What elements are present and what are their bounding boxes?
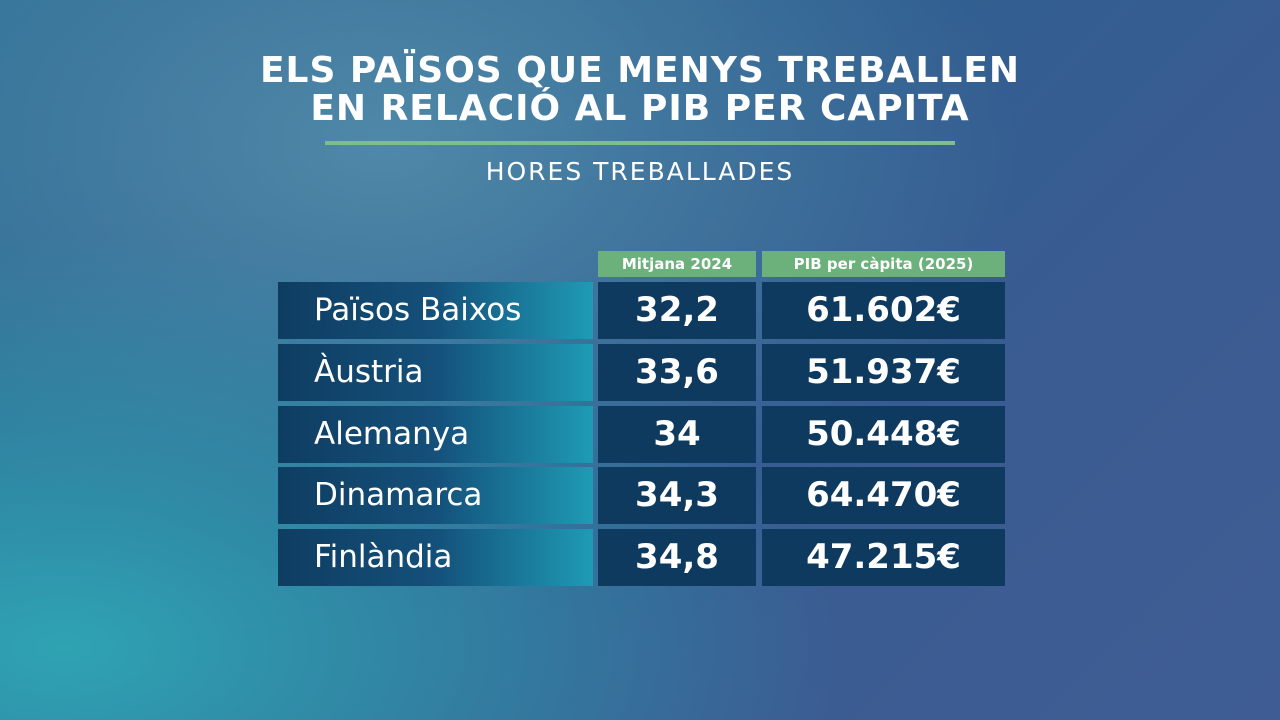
country-cell: Països Baixos xyxy=(278,282,593,339)
gdp-per-capita-cell: 61.602€ xyxy=(762,282,1005,339)
gdp-per-capita-cell: 50.448€ xyxy=(762,405,1005,463)
hours-cell: 34,3 xyxy=(598,467,756,525)
subtitle: HORES TREBALLADES xyxy=(485,157,795,186)
gdp-per-capita-cell: 51.937€ xyxy=(762,343,1005,401)
country-cell: Dinamarca xyxy=(278,467,593,525)
divider xyxy=(325,141,955,145)
title-line: EN RELACIÓ AL PIB PER CAPITA xyxy=(310,88,970,129)
gdp-per-capita-cell: 47.215€ xyxy=(762,529,1005,587)
column-header: Mitjana 2024 xyxy=(598,251,756,277)
country-cell: Finlàndia xyxy=(278,529,593,587)
country-cell: Alemanya xyxy=(278,405,593,463)
column-header: PIB per càpita (2025) xyxy=(762,251,1005,277)
title-line: ELS PAÏSOS QUE MENYS TREBALLEN xyxy=(259,50,1021,91)
hours-cell: 33,6 xyxy=(598,343,756,401)
country-cell: Àustria xyxy=(278,343,593,401)
hours-cell: 32,2 xyxy=(598,282,756,339)
hours-cell: 34,8 xyxy=(598,529,756,587)
gdp-per-capita-cell: 64.470€ xyxy=(762,467,1005,525)
hours-cell: 34 xyxy=(598,405,756,463)
